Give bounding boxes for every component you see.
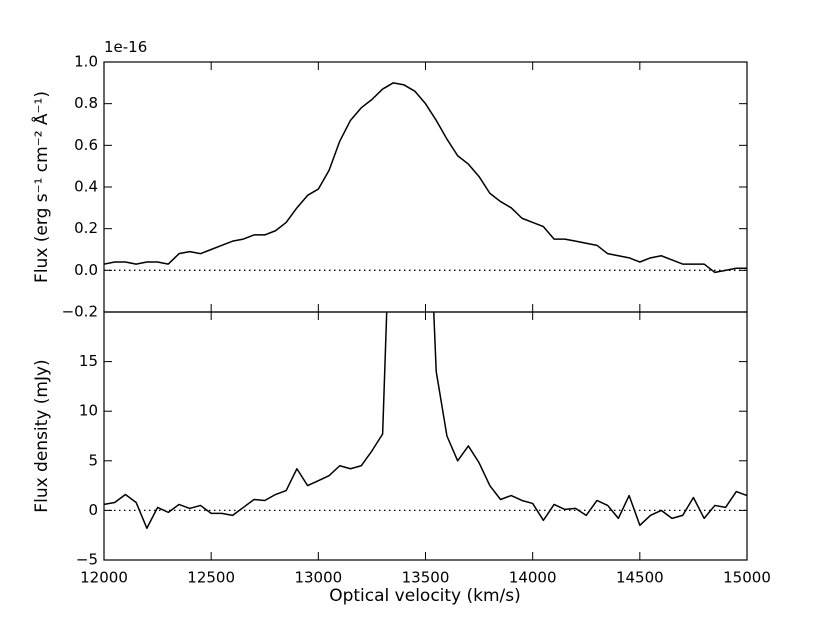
y-tick-label: 1.0 [74, 53, 98, 71]
y-tick-label: −5 [76, 551, 98, 569]
y-tick-label: 15 [79, 352, 98, 370]
y-tick-label: 0.0 [74, 261, 98, 279]
data-line [104, 312, 747, 530]
y-tick-label: 0.4 [74, 178, 98, 196]
x-tick-label: 14000 [509, 569, 557, 587]
y-tick-label: 0 [88, 501, 98, 519]
x-tick-label: 13000 [294, 569, 342, 587]
x-tick-label: 12000 [80, 569, 128, 587]
offset-label: 1e-16 [104, 38, 147, 56]
data-line [104, 82, 747, 274]
x-axis-label: Optical velocity (km/s) [329, 586, 521, 606]
x-tick-label: 13500 [402, 569, 450, 587]
plot-frame [103, 311, 748, 561]
y-tick-label: 5 [88, 451, 98, 469]
y-tick-label: 10 [79, 402, 98, 420]
y-tick-label: 0.8 [74, 94, 98, 112]
y-tick-label: 0.2 [74, 219, 98, 237]
y-axis-label: Flux density (mJy) [32, 359, 52, 512]
y-tick-label: −0.2 [62, 303, 98, 321]
x-tick-label: 12500 [187, 569, 235, 587]
x-tick-label: 14500 [616, 569, 664, 587]
y-axis-label: Flux (erg s⁻¹ cm⁻² Å⁻¹) [30, 91, 52, 283]
x-tick-label: 15000 [723, 569, 771, 587]
plot-frame [103, 61, 748, 313]
y-tick-label: 0.6 [74, 136, 98, 154]
